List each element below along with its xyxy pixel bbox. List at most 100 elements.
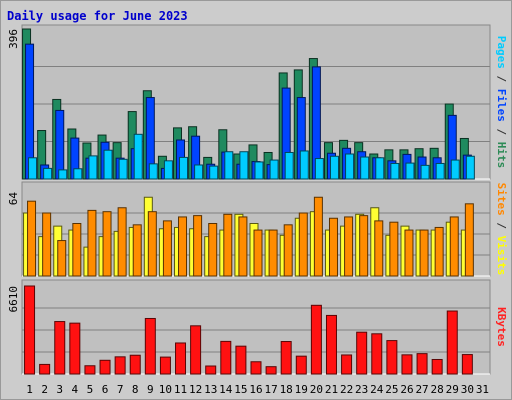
bar-kbytes-day-25: [386, 340, 398, 375]
bar-kbytes-day-7: [114, 356, 126, 375]
day-label-28: 28: [431, 383, 444, 396]
bar-kbytes-day-15: [235, 345, 247, 375]
bar-kbytes-day-20: [310, 304, 322, 375]
panel-top: 396 Pages / Files / Hits: [7, 24, 508, 180]
day-label-18: 18: [280, 383, 293, 396]
bar-kbytes-day-28: [431, 358, 443, 375]
chart-title: Daily usage for June 2023: [7, 9, 188, 23]
bar-sites-day-21: [328, 217, 338, 277]
bar-sites-day-17: [268, 229, 278, 277]
day-label-8: 8: [132, 383, 139, 396]
day-labels: 1 2 3 4 5 6 7 8 9 10 11 12 13 14 15 16 17 18 19 20 21 22 23 24 2…: [26, 383, 489, 396]
legend-part-1: /: [495, 69, 508, 89]
bar-sites-day-23: [359, 215, 369, 277]
bar-pages-day-7: [118, 158, 128, 180]
bar-sites-day-15: [238, 216, 248, 277]
bar-pages-day-15: [239, 151, 249, 180]
day-label-29: 29: [446, 383, 459, 396]
day-label-27: 27: [415, 383, 428, 396]
bar-kbytes-day-11: [175, 342, 187, 375]
bar-kbytes-day-23: [356, 331, 368, 375]
bar-kbytes-day-19: [295, 355, 307, 375]
bar-pages-day-23: [360, 156, 370, 180]
panel-bottom-max-label: 6610: [7, 286, 20, 313]
bar-sites-day-19: [298, 212, 308, 277]
day-label-1: 1: [26, 383, 33, 396]
bar-sites-day-20: [313, 196, 323, 277]
bar-pages-day-1: [28, 157, 38, 180]
bar-sites-day-16: [253, 229, 263, 277]
day-label-22: 22: [340, 383, 353, 396]
day-label-20: 20: [310, 383, 323, 396]
bar-sites-day-18: [283, 224, 293, 277]
bar-sites-day-8: [132, 224, 142, 277]
day-label-2: 2: [41, 383, 48, 396]
day-label-9: 9: [147, 383, 154, 396]
bar-kbytes-day-5: [84, 365, 96, 375]
bar-kbytes-day-24: [371, 333, 383, 375]
day-label-12: 12: [189, 383, 202, 396]
bar-pages-day-19: [299, 150, 309, 180]
day-label-5: 5: [87, 383, 94, 396]
bar-pages-day-14: [224, 151, 234, 180]
bar-sites-day-7: [117, 207, 127, 277]
bar-pages-day-9: [148, 163, 158, 180]
bar-kbytes-day-18: [280, 341, 292, 375]
bar-pages-day-4: [73, 168, 83, 180]
bar-sites-day-2: [42, 212, 52, 277]
bar-pages-day-24: [375, 157, 385, 180]
bar-pages-day-27: [420, 164, 430, 180]
bar-sites-day-3: [57, 240, 67, 277]
bar-pages-day-28: [435, 162, 445, 180]
day-label-7: 7: [117, 383, 124, 396]
bar-kbytes-day-27: [416, 353, 428, 375]
bar-pages-day-30: [465, 155, 475, 180]
bar-sites-day-22: [344, 216, 354, 277]
legend-part-1: /: [495, 216, 508, 236]
bar-sites-day-10: [162, 220, 172, 277]
bar-pages-day-26: [405, 162, 415, 180]
day-label-25: 25: [385, 383, 398, 396]
bar-kbytes-day-9: [144, 317, 156, 375]
day-label-26: 26: [400, 383, 413, 396]
day-label-19: 19: [295, 383, 308, 396]
bar-sites-day-28: [434, 226, 444, 277]
day-label-10: 10: [159, 383, 172, 396]
panel-bottom-legend: KBytes: [495, 307, 508, 347]
legend-part-0: KBytes: [495, 307, 508, 347]
panel-middle-max-label: 64: [7, 192, 20, 206]
bar-pages-day-3: [58, 169, 68, 180]
series-kbytes: [24, 285, 473, 375]
bar-kbytes-day-4: [69, 322, 81, 375]
bar-kbytes-day-6: [99, 359, 111, 375]
bar-sites-day-12: [193, 215, 203, 277]
day-label-30: 30: [461, 383, 474, 396]
legend-part-4: Hits: [495, 142, 508, 169]
bar-sites-day-1: [27, 200, 37, 277]
series-sites: [27, 196, 474, 277]
bar-pages-day-5: [88, 155, 98, 180]
series-pages: [28, 133, 475, 180]
legend-part-2: Files: [495, 89, 508, 122]
panel-middle: 64 Sites / Visits: [7, 181, 508, 277]
bar-pages-day-25: [390, 162, 400, 180]
bar-kbytes-day-21: [325, 314, 337, 375]
bar-sites-day-4: [72, 223, 82, 277]
day-label-6: 6: [102, 383, 109, 396]
bar-files-day-3: [55, 109, 65, 180]
legend-part-3: /: [495, 122, 508, 142]
bar-kbytes-day-26: [401, 354, 413, 375]
bar-pages-day-2: [43, 167, 53, 180]
day-label-23: 23: [355, 383, 368, 396]
bar-kbytes-day-10: [159, 356, 171, 375]
bar-sites-day-13: [208, 223, 218, 277]
day-label-11: 11: [174, 383, 187, 396]
bar-pages-day-13: [209, 165, 219, 180]
legend-part-0: Sites: [495, 183, 508, 216]
bar-pages-day-8: [133, 133, 143, 180]
bar-pages-day-17: [269, 159, 279, 180]
bar-sites-day-30: [464, 203, 474, 277]
day-label-3: 3: [56, 383, 63, 396]
